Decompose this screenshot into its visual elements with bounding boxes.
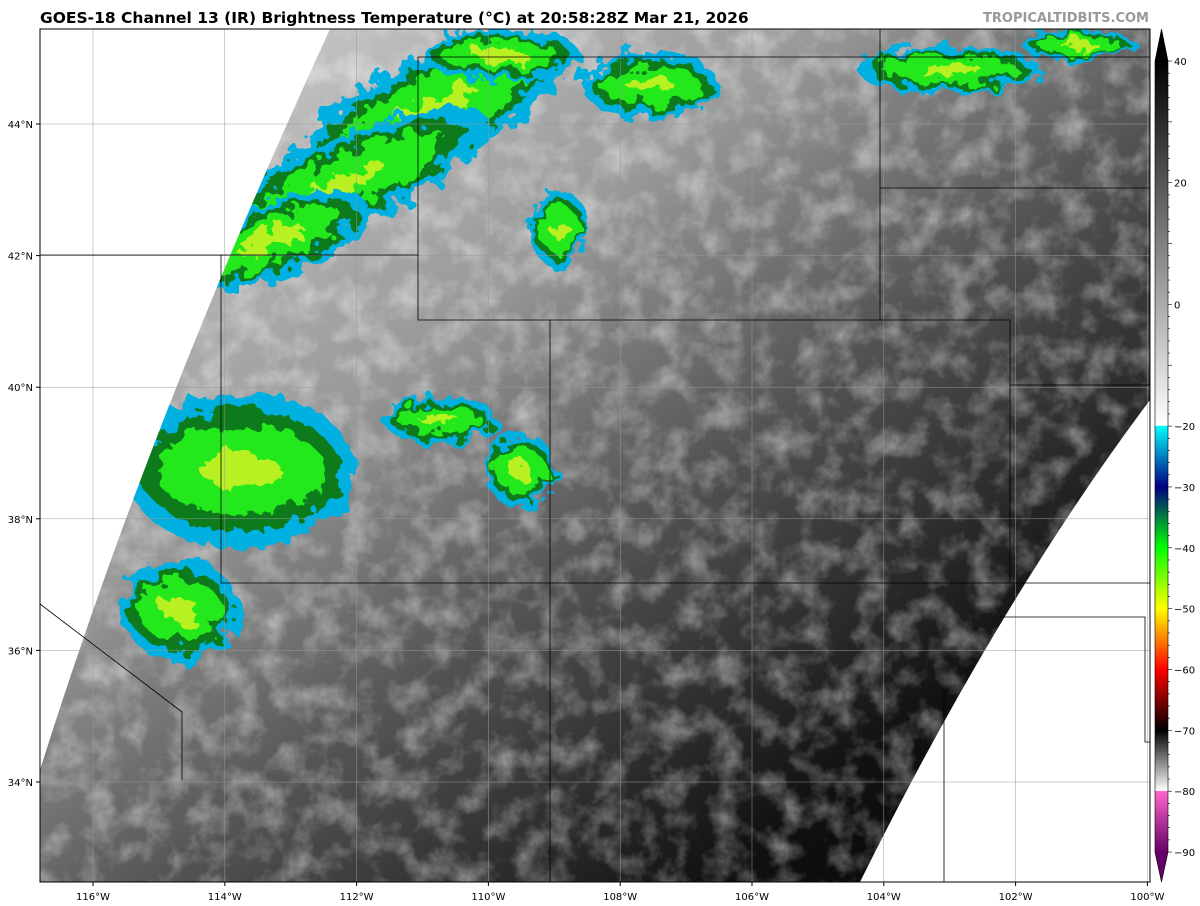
lon-tick-label: 114°W — [208, 892, 242, 903]
lat-tick-label: 38°N — [8, 515, 33, 526]
cold-cloud-region — [419, 29, 581, 81]
lon-tick-label: 102°W — [999, 892, 1033, 903]
colorbar-tick-label: −30 — [1174, 483, 1195, 494]
colorbar-tick-label: 0 — [1174, 300, 1180, 311]
colorbar-tick-label: −50 — [1174, 605, 1195, 616]
lon-tick-label: 100°W — [1130, 892, 1164, 903]
credit-text: TROPICALTIDBITS.COM — [983, 11, 1149, 26]
lat-tick-label: 36°N — [8, 646, 33, 657]
lon-tick-label: 108°W — [603, 892, 637, 903]
cold-cloud-region — [581, 52, 719, 118]
colorbar-tick-label: −20 — [1174, 422, 1195, 433]
lon-tick-label: 104°W — [867, 892, 901, 903]
graticule — [40, 29, 1150, 882]
lat-tick-label: 44°N — [8, 120, 33, 131]
colorbar-tick-label: −90 — [1174, 848, 1195, 859]
map-axes: 116°W 114°W 112°W 110°W 108°W 106°W 104°W 102°W… — [8, 120, 1165, 903]
colorbar-extend-min — [1155, 852, 1168, 882]
lon-tick-label: 116°W — [76, 892, 110, 903]
colorbar: 40 20 0 −20 −30 −40 −50 −60 −70 −80 −90 — [1154, 28, 1195, 883]
colorbar-tick-label: −40 — [1174, 544, 1195, 555]
cold-cloud-region — [858, 46, 1042, 94]
lat-tick-label: 40°N — [8, 383, 33, 394]
colorbar-tick-label: −70 — [1174, 726, 1195, 737]
map-title: GOES-18 Channel 13 (IR) Brightness Tempe… — [40, 9, 749, 27]
cold-cloud-region — [531, 191, 589, 269]
colorbar-tick-label: −80 — [1174, 787, 1195, 798]
lon-tick-label: 106°W — [735, 892, 769, 903]
colorbar-tick-label: −60 — [1174, 666, 1195, 677]
lon-tick-label: 110°W — [471, 892, 505, 903]
colorbar-tick-label: 40 — [1174, 57, 1187, 68]
lat-tick-label: 34°N — [8, 778, 33, 789]
cold-cloud-region — [382, 396, 498, 444]
cold-cloud-region — [1022, 29, 1138, 61]
cold-cloud-region — [125, 392, 355, 548]
state-borders — [40, 29, 1150, 882]
colorbar-extend-max — [1155, 29, 1168, 61]
cold-cloud-region — [122, 558, 238, 662]
colorbar-gradient — [1155, 61, 1168, 853]
ir-imagery — [40, 29, 1150, 882]
colorbar-tick-label: 20 — [1174, 179, 1187, 190]
lat-tick-label: 42°N — [8, 252, 33, 263]
map-frame — [39, 28, 1151, 883]
cold-cloud-region — [485, 431, 555, 509]
lon-tick-label: 112°W — [340, 892, 374, 903]
